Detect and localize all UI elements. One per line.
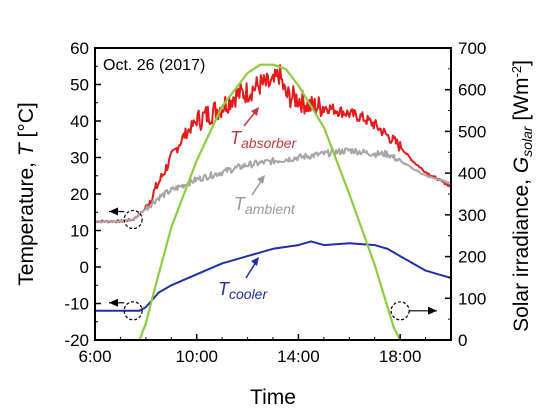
y-right-tick-label: 600: [458, 81, 486, 100]
series-line-g-solar: [95, 63, 451, 342]
series-line-t-ambient: [94, 147, 452, 224]
marker-arrowhead-cooler-start: [109, 298, 118, 307]
x-tick-label: 10:00: [175, 347, 218, 366]
x-tick-label: 6:00: [78, 347, 111, 366]
y-axis-title-right: Solar irradiance, Gsolar [Wm-2]: [509, 60, 535, 332]
y-left-tick-label: -10: [64, 295, 89, 314]
series-layer: [94, 63, 452, 342]
pointer-ambient-head: [257, 175, 265, 184]
y-right-tick-label: 200: [458, 248, 486, 267]
series-label-cooler: Tcooler: [218, 279, 268, 302]
y-right-tick-label: 300: [458, 206, 486, 225]
series-label-absorber: Tabsorber: [230, 128, 298, 151]
pointer-ambient: [251, 179, 263, 196]
y-left-tick-label: 40: [70, 112, 89, 131]
y-left-tick-label: 60: [70, 39, 89, 58]
pointer-cooler-head: [251, 257, 259, 266]
plot-frame: [94, 47, 452, 341]
y-right-tick-label: 500: [458, 122, 486, 141]
marker-circle-absorber-start: [123, 209, 143, 230]
y-left-tick-label: -20: [64, 331, 89, 350]
y-right-tick-label: 400: [458, 164, 486, 183]
tick-layer: -20-100102030405060010020030040050060070…: [64, 39, 486, 366]
pointer-absorber-head: [251, 107, 259, 116]
series-line-t-cooler: [95, 240, 452, 312]
y-left-tick-label: 50: [70, 76, 89, 95]
marker-circle-solar-end: [390, 301, 410, 321]
y-left-tick-label: 30: [70, 149, 89, 168]
y-left-tick-label: 0: [80, 258, 89, 277]
x-tick-label: 14:00: [277, 347, 320, 366]
marker-arrowhead-absorber-start: [109, 207, 118, 216]
x-axis-title: Time: [250, 386, 296, 409]
marker-arrowhead-solar-end: [428, 306, 437, 315]
y-axis-title-left: Temperature, T [°C]: [15, 102, 38, 285]
y-left-tick-label: 10: [70, 222, 89, 241]
series-label-ambient: Tambient: [234, 194, 296, 217]
pointer-cooler: [245, 261, 257, 279]
y-left-tick-label: 20: [70, 185, 89, 204]
x-tick-label: 18:00: [379, 347, 422, 366]
y-right-tick-label: 700: [458, 39, 486, 58]
y-right-tick-label: 100: [458, 289, 486, 308]
series-line-t-absorber: [94, 64, 452, 224]
marker-circle-cooler-start: [123, 301, 143, 321]
y-right-tick-label: 0: [458, 331, 467, 350]
marker-layer: [109, 207, 437, 321]
date-annotation: Oct. 26 (2017): [103, 57, 205, 74]
